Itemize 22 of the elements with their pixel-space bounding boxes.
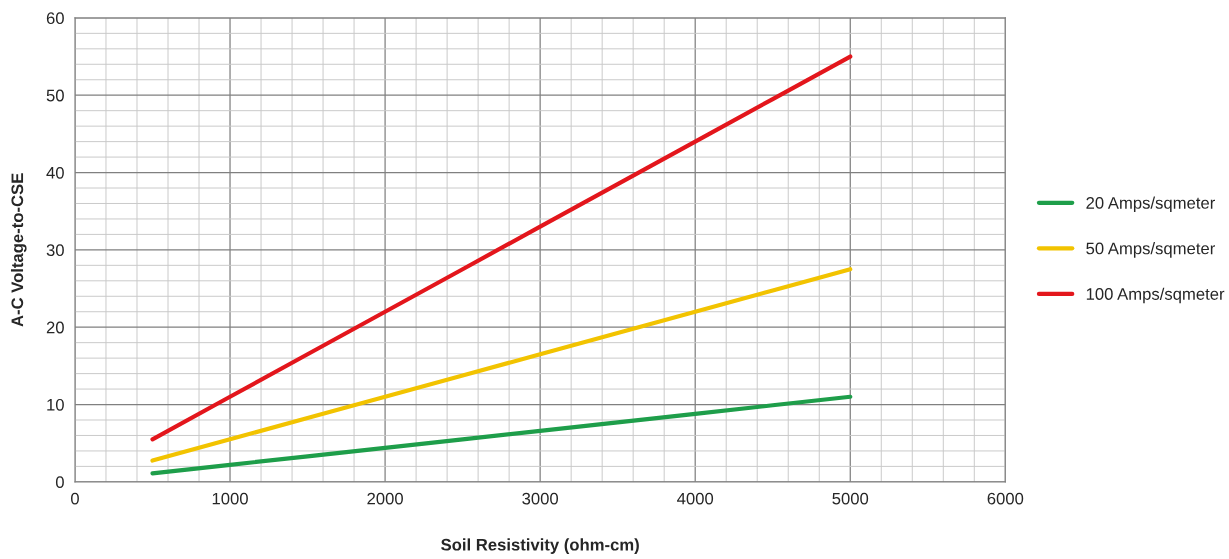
y-tick-label: 60 xyxy=(46,12,64,25)
y-axis-title: A-C Voltage-to-CSE xyxy=(10,173,27,327)
x-tick-label: 4000 xyxy=(677,492,714,505)
x-tick-label: 0 xyxy=(70,492,79,505)
x-tick-label: 3000 xyxy=(522,492,559,505)
legend-label: 20 Amps/sqmeter xyxy=(1086,196,1216,213)
legend-label: 100 Amps/sqmeter xyxy=(1086,287,1225,304)
y-tick-label: 40 xyxy=(46,166,64,179)
line-series xyxy=(150,54,853,442)
y-tick-label: 10 xyxy=(47,398,64,411)
y-tick-label: 30 xyxy=(46,244,64,257)
x-tick-label: 6000 xyxy=(987,492,1024,505)
x-tick-label: 2000 xyxy=(367,492,403,505)
y-tick-label: 0 xyxy=(55,476,64,489)
line-series xyxy=(150,267,853,463)
y-tick-label: 20 xyxy=(46,321,64,334)
x-axis-title: Soil Resistivity (ohm-cm) xyxy=(441,538,639,554)
x-tick-label: 5000 xyxy=(832,492,869,505)
y-tick-label: 50 xyxy=(46,89,64,102)
x-tick-label: 1000 xyxy=(212,492,248,505)
line-series xyxy=(150,394,853,476)
legend-label: 50 Amps/sqmeter xyxy=(1086,242,1216,258)
